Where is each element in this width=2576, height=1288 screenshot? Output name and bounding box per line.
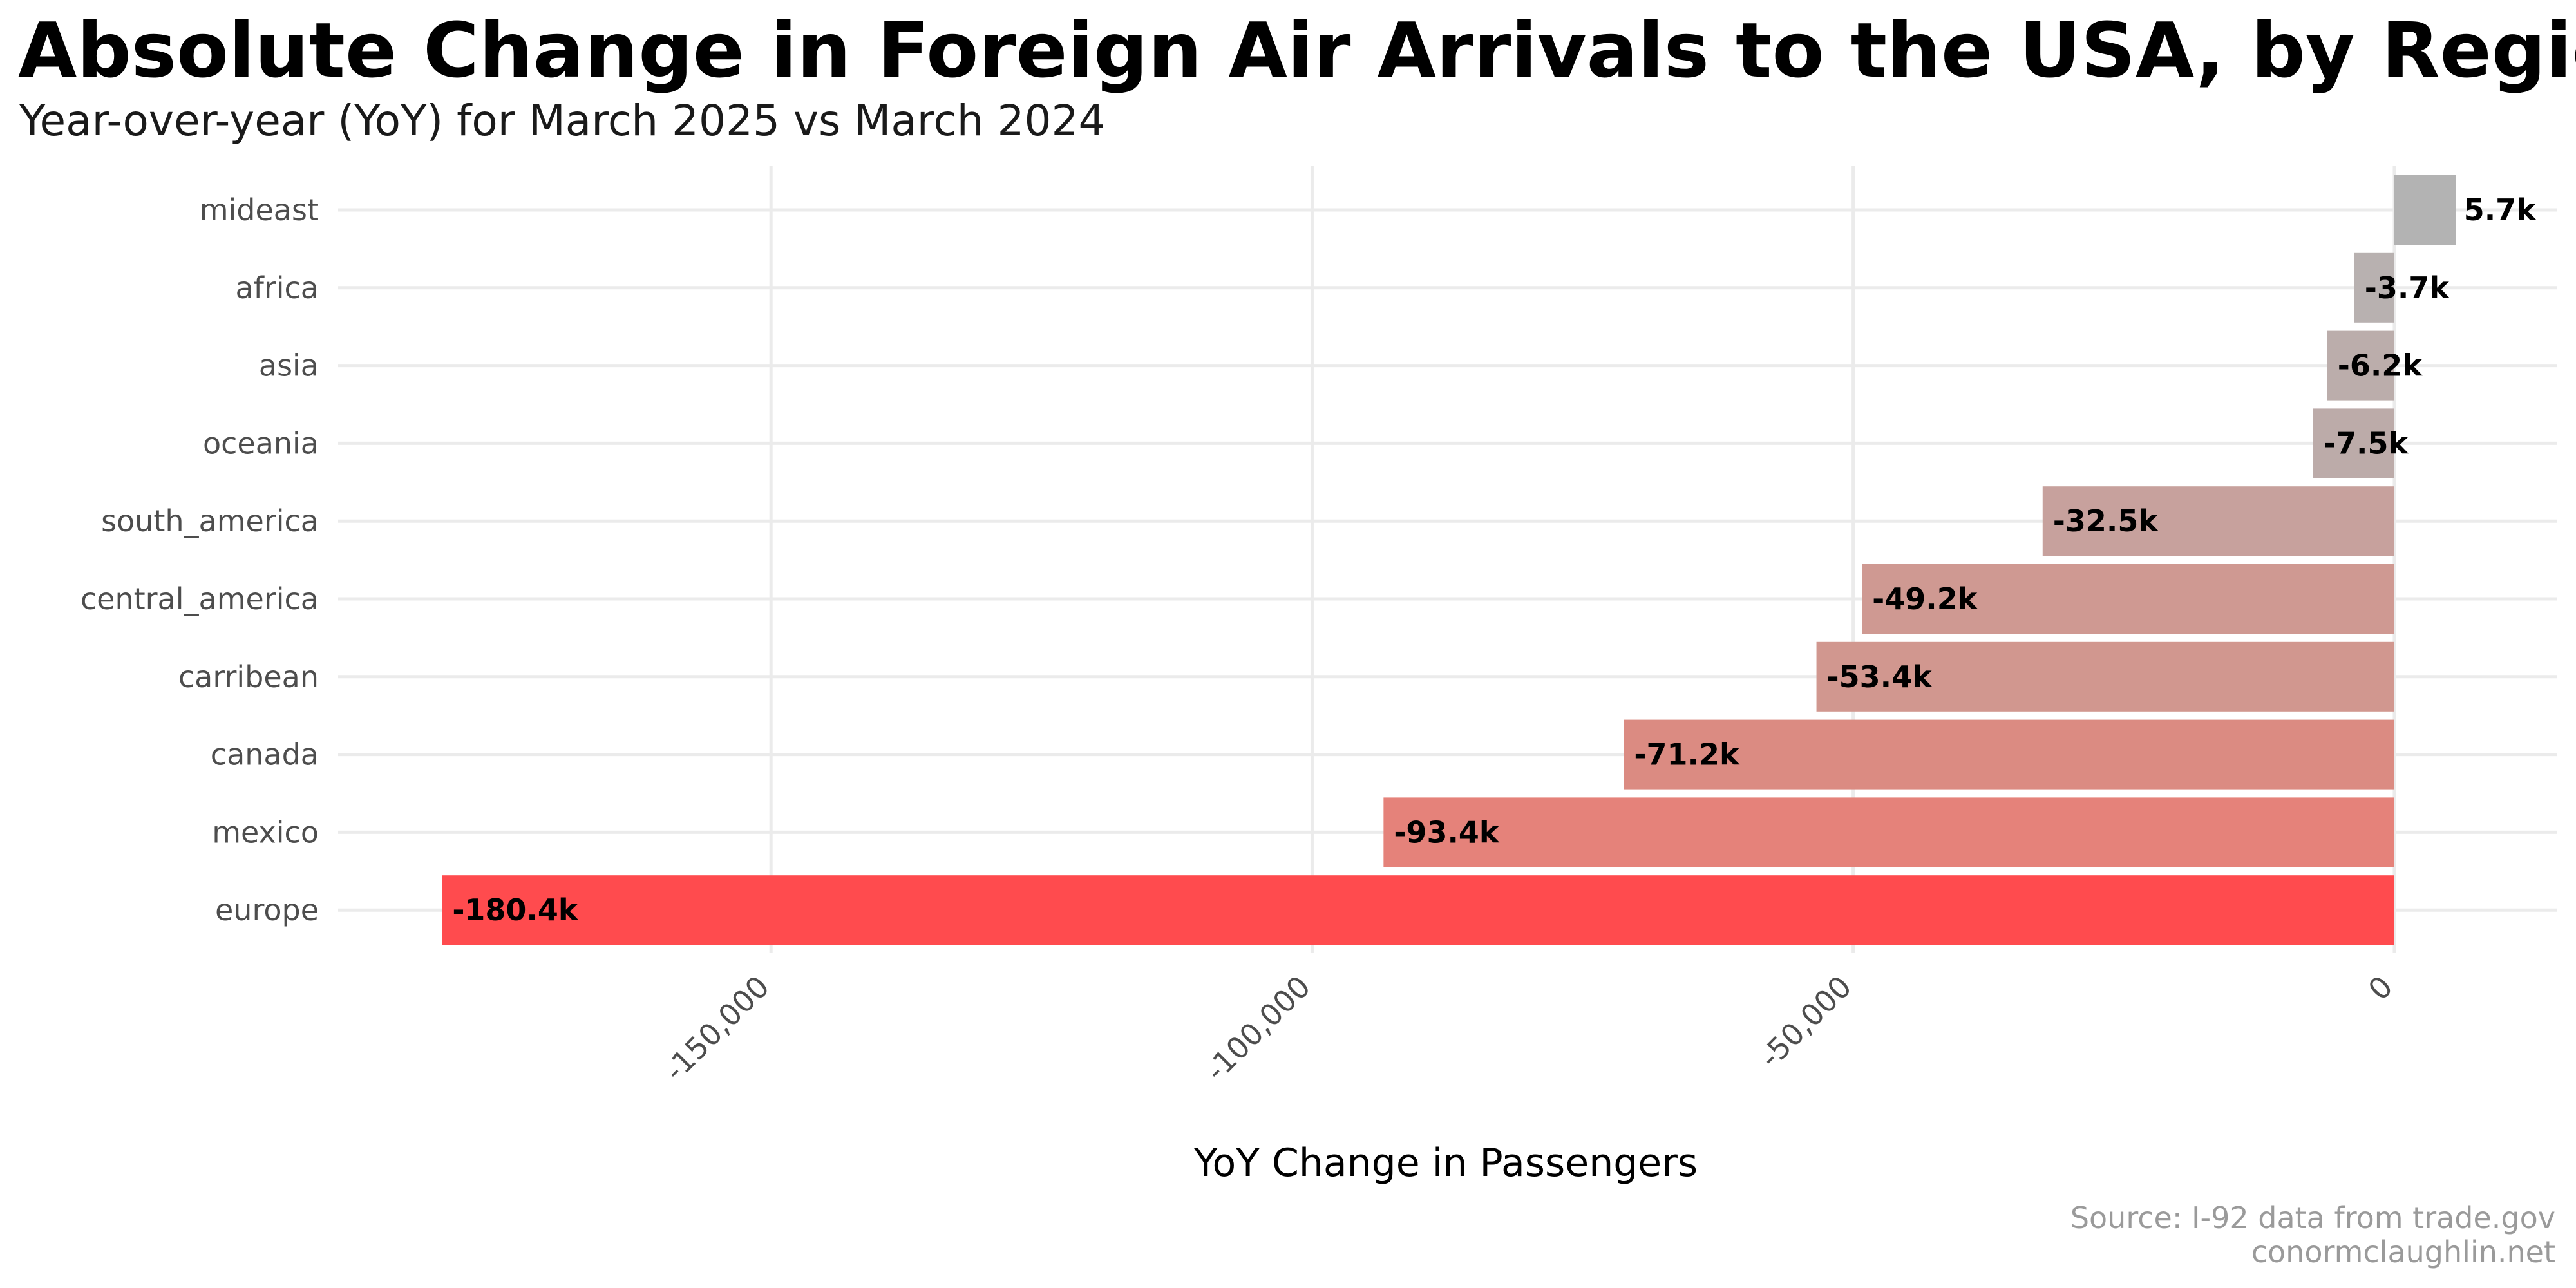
- bar: [1816, 641, 2394, 712]
- bar: [1624, 719, 2394, 790]
- bar: [2313, 408, 2394, 478]
- category-label: carribean: [178, 659, 319, 694]
- x-tick-label: -50,000: [1753, 969, 1859, 1075]
- bar: [2327, 330, 2394, 401]
- data-label: -93.4k: [1394, 815, 1500, 849]
- source-caption: Source: I-92 data from trade.gov: [2070, 1200, 2555, 1235]
- data-label: -53.4k: [1827, 659, 1933, 694]
- category-label: central_america: [80, 582, 319, 616]
- data-labels: 5.7k -3.7k -6.2k -7.5k -32.5k -49.2k -53.4k -71…: [452, 193, 2537, 927]
- category-label: south_america: [101, 504, 319, 538]
- bar: [2354, 252, 2394, 323]
- bar: [442, 875, 2394, 945]
- data-label: -32.5k: [2053, 504, 2159, 538]
- category-label: asia: [259, 348, 319, 383]
- x-axis-title: YoY Change in Passengers: [1193, 1141, 1698, 1186]
- data-label: -71.2k: [1634, 737, 1740, 772]
- x-tick-label: 0: [2362, 969, 2400, 1007]
- bar: [1383, 797, 2394, 867]
- category-label: canada: [211, 737, 319, 772]
- data-label: -3.7k: [2365, 270, 2450, 305]
- category-label: mideast: [200, 193, 319, 227]
- data-label: -7.5k: [2324, 426, 2409, 460]
- bar: [1862, 564, 2394, 634]
- bar: [2042, 486, 2394, 556]
- bars: [442, 175, 2456, 945]
- category-labels: mideast africa asia oceania south_americacen…: [80, 193, 319, 927]
- category-label: europe: [215, 893, 319, 927]
- category-label: africa: [235, 270, 319, 305]
- chart-title: Absolute Change in Foreign Air Arrivals …: [18, 6, 2576, 95]
- website-caption: conormclaughlin.net: [2251, 1235, 2555, 1269]
- data-label: -6.2k: [2338, 348, 2423, 383]
- data-label: 5.7k: [2464, 193, 2537, 227]
- chart-subtitle: Year-over-year (YoY) for March 2025 vs M…: [19, 96, 1106, 146]
- grid: [338, 166, 2557, 953]
- x-tick-labels: -150,000 -100,000 -50,000 0: [658, 969, 2400, 1088]
- category-label: mexico: [212, 815, 319, 849]
- x-tick-label: -150,000: [658, 969, 776, 1088]
- bar: [2394, 175, 2456, 245]
- data-label: -49.2k: [1872, 582, 1978, 616]
- category-label: oceania: [203, 426, 319, 460]
- data-label: -180.4k: [452, 893, 579, 927]
- x-tick-label: -100,000: [1198, 969, 1317, 1088]
